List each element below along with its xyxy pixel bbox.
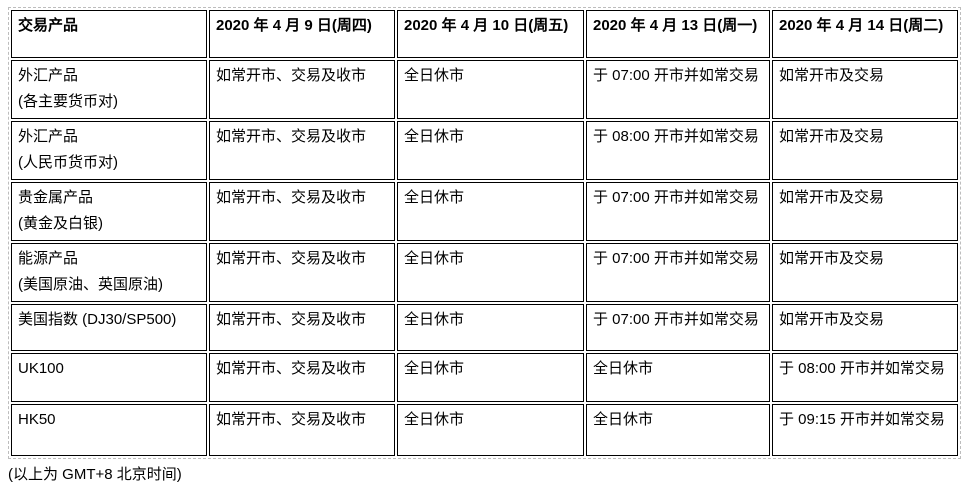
trading-schedule-table: 交易产品 2020 年 4 月 9 日(周四) 2020 年 4 月 10 日(… xyxy=(8,7,961,459)
schedule-cell: 于 09:15 开市并如常交易 xyxy=(772,404,958,456)
schedule-cell: 如常开市、交易及收市 xyxy=(209,404,395,456)
product-cell: HK50 xyxy=(11,404,207,456)
schedule-cell: 于 07:00 开市并如常交易 xyxy=(586,304,770,351)
schedule-cell: 全日休市 xyxy=(397,304,584,351)
schedule-cell: 如常开市、交易及收市 xyxy=(209,121,395,180)
table-row: 外汇产品 (人民币货币对) 如常开市、交易及收市 全日休市 于 08:00 开市… xyxy=(11,121,958,180)
schedule-cell: 全日休市 xyxy=(586,404,770,456)
timezone-footnote: (以上为 GMT+8 北京时间) xyxy=(8,466,182,483)
schedule-cell: 全日休市 xyxy=(397,243,584,302)
product-cell: 贵金属产品 (黄金及白银) xyxy=(11,182,207,241)
schedule-cell: 如常开市及交易 xyxy=(772,121,958,180)
schedule-cell: 全日休市 xyxy=(397,404,584,456)
column-header-product: 交易产品 xyxy=(11,10,207,58)
schedule-cell: 全日休市 xyxy=(397,60,584,119)
table-row: 贵金属产品 (黄金及白银) 如常开市、交易及收市 全日休市 于 07:00 开市… xyxy=(11,182,958,241)
schedule-cell: 如常开市、交易及收市 xyxy=(209,353,395,402)
schedule-cell: 于 08:00 开市并如常交易 xyxy=(772,353,958,402)
product-name: 能源产品 xyxy=(18,250,79,267)
product-subtitle: (黄金及白银) xyxy=(18,214,103,232)
schedule-cell: 如常开市及交易 xyxy=(772,304,958,351)
product-cell: 外汇产品 (人民币货币对) xyxy=(11,121,207,180)
table-row: 外汇产品 (各主要货币对) 如常开市、交易及收市 全日休市 于 07:00 开市… xyxy=(11,60,958,119)
schedule-cell: 于 07:00 开市并如常交易 xyxy=(586,243,770,302)
schedule-cell: 于 07:00 开市并如常交易 xyxy=(586,182,770,241)
product-cell: 外汇产品 (各主要货币对) xyxy=(11,60,207,119)
table-row: UK100 如常开市、交易及收市 全日休市 全日休市 于 08:00 开市并如常… xyxy=(11,353,958,402)
product-name: 外汇产品 xyxy=(18,67,79,84)
schedule-cell: 如常开市及交易 xyxy=(772,60,958,119)
column-header-date-1: 2020 年 4 月 9 日(周四) xyxy=(209,10,395,58)
product-name: 外汇产品 xyxy=(18,128,79,145)
schedule-cell: 如常开市、交易及收市 xyxy=(209,182,395,241)
product-cell: 美国指数 (DJ30/SP500) xyxy=(11,304,207,351)
product-name: HK50 xyxy=(18,411,56,428)
column-header-date-3: 2020 年 4 月 13 日(周一) xyxy=(586,10,770,58)
schedule-cell: 如常开市及交易 xyxy=(772,243,958,302)
schedule-cell: 于 08:00 开市并如常交易 xyxy=(586,121,770,180)
schedule-cell: 如常开市及交易 xyxy=(772,182,958,241)
table-row: HK50 如常开市、交易及收市 全日休市 全日休市 于 09:15 开市并如常交… xyxy=(11,404,958,456)
schedule-cell: 全日休市 xyxy=(397,182,584,241)
product-name: 贵金属产品 xyxy=(18,189,94,206)
product-subtitle: (人民币货币对) xyxy=(18,153,118,171)
product-name: 美国指数 (DJ30/SP500) xyxy=(18,311,177,328)
schedule-cell: 如常开市、交易及收市 xyxy=(209,243,395,302)
product-cell: UK100 xyxy=(11,353,207,402)
product-subtitle: (美国原油、英国原油) xyxy=(18,275,163,293)
product-subtitle: (各主要货币对) xyxy=(18,92,118,110)
schedule-cell: 全日休市 xyxy=(397,353,584,402)
schedule-cell: 全日休市 xyxy=(397,121,584,180)
schedule-cell: 全日休市 xyxy=(586,353,770,402)
table-row: 能源产品 (美国原油、英国原油) 如常开市、交易及收市 全日休市 于 07:00… xyxy=(11,243,958,302)
schedule-cell: 如常开市、交易及收市 xyxy=(209,60,395,119)
product-cell: 能源产品 (美国原油、英国原油) xyxy=(11,243,207,302)
column-header-date-4: 2020 年 4 月 14 日(周二) xyxy=(772,10,958,58)
table-row: 美国指数 (DJ30/SP500) 如常开市、交易及收市 全日休市 于 07:0… xyxy=(11,304,958,351)
schedule-cell: 于 07:00 开市并如常交易 xyxy=(586,60,770,119)
schedule-cell: 如常开市、交易及收市 xyxy=(209,304,395,351)
column-header-date-2: 2020 年 4 月 10 日(周五) xyxy=(397,10,584,58)
product-name: UK100 xyxy=(18,360,64,377)
header-row: 交易产品 2020 年 4 月 9 日(周四) 2020 年 4 月 10 日(… xyxy=(11,10,958,58)
